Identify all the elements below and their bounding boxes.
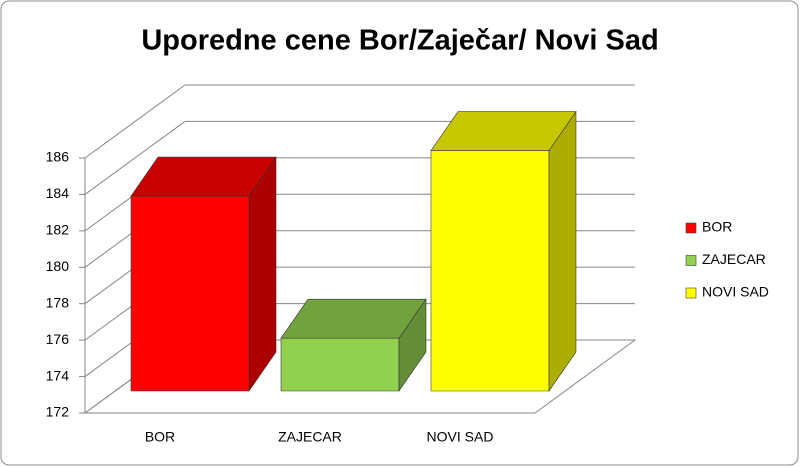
bar: [130, 156, 277, 392]
legend-swatch: [685, 222, 697, 234]
x-tick-label: BOR: [145, 429, 175, 445]
bar-shade: [431, 111, 576, 151]
bar-front: [280, 337, 400, 392]
bar-top: [430, 111, 577, 151]
legend-label: BOR: [702, 219, 732, 235]
grid-line: [84, 121, 186, 195]
legend-swatch: [685, 287, 697, 299]
y-tick-label: 178: [46, 294, 70, 310]
chart-title: Uporedne cene Bor/Zaječar/ Novi Sad: [141, 25, 658, 57]
bar-shade: [131, 157, 276, 197]
bar-shade: [549, 111, 576, 392]
y-tick-label: 172: [46, 404, 70, 420]
y-tick-label: 184: [46, 185, 70, 201]
y-tick-label: 176: [46, 331, 70, 347]
legend-label: NOVI SAD: [702, 284, 769, 300]
y-tick-label: 174: [46, 367, 70, 383]
y-tick-label: 180: [46, 258, 70, 274]
bar-front: [130, 195, 250, 392]
bar: [280, 298, 427, 392]
bar-shade: [281, 299, 426, 339]
bar-top: [130, 156, 277, 197]
bar-shade: [399, 299, 426, 391]
legend-swatch: [685, 255, 697, 266]
x-tick-label: NOVI SAD: [427, 429, 494, 445]
bar-top: [280, 298, 427, 339]
x-tick-label: ZAJECAR: [278, 429, 342, 445]
y-tick-label: 182: [46, 222, 70, 238]
bar-front: [430, 150, 550, 392]
grid-line: [84, 84, 186, 159]
legend-label: ZAJECAR: [702, 251, 766, 267]
bar: [430, 110, 577, 392]
y-tick-label: 186: [46, 149, 70, 165]
bar-shade: [249, 157, 276, 391]
